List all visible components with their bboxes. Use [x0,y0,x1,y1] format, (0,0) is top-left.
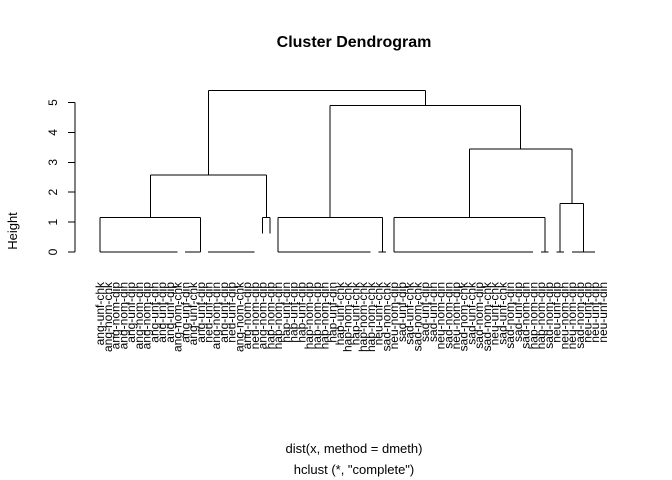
leaf-label: ang-unf-dip [163,282,177,343]
leaf-label: ang-unf-dip [217,282,231,343]
leaf-label: hap-nom-chk [364,281,378,352]
leaf-label: hap-nom-chk [356,281,370,352]
leaf-label: neu-unf-chk [372,281,386,345]
y-axis: 0 1 2 3 4 5 [46,99,76,255]
y-tick-label: 0 [46,248,60,255]
leaf-label: hap-unf-din [279,282,293,343]
leaf-label: ang-nom-dip [140,282,154,350]
leaf-label: sad-nom-dip [472,282,486,349]
leaf-label: ang-nom-din [116,282,130,349]
leaf-label: sad-nom-chk [457,281,471,351]
leaf-label: ang-nom-chk [232,281,246,352]
leaf-label: sad-nom-din [503,282,517,349]
leaf-label: hap-nom-din [271,282,285,349]
leaf-label: sad-unf-din [426,282,440,342]
leaf-label: ang-unf-din [147,282,161,343]
leaf-label: neu-nom-din [557,282,571,349]
x-axis-label: dist(x, method = dmeth) [286,441,423,456]
method-subtitle: hclust (*, "complete") [294,462,415,477]
leaf-label: hap-unf-chk [333,281,347,345]
leaf-label: neu-unf-dip [225,282,239,343]
leaf-label: sad-unf-dip [511,282,525,342]
leaf-label: ang-nom-din [209,282,223,349]
leaf-label: neu-unf-din [596,282,610,343]
leaf-label: sad-nom-chk [480,281,494,351]
leaf-label: ang-unf-din [178,282,192,343]
leaf-label: ang-unf-dip [155,282,169,343]
leaf-label: hap-unf-dip [287,282,301,343]
leaf-label: sad-unf-chk [464,281,478,345]
leaf-label: neu-unf-chk [488,281,502,345]
leaf-label: neu-nom-dip [387,282,401,350]
leaf-label: sad-nom-din [441,282,455,349]
leaf-label: sad-nom-chk [410,281,424,351]
leaf-label: neu-nom-dip [449,282,463,350]
leaf-label: sad-nom-dip [573,282,587,349]
y-tick-label: 3 [46,159,60,166]
leaf-label: sad-unf-chk [495,281,509,345]
leaf-label: neu-unf-dip [588,282,602,343]
leaf-label: neu-nom-dip [248,282,262,350]
leaf-label: ang-unf-chk [93,281,107,345]
leaf-label: ang-nom-chk [171,281,185,352]
dendrogram-tree [99,90,596,253]
leaf-label: neu-unf-dip [581,282,595,343]
y-tick-label: 2 [46,189,60,196]
leaf-label: sad-nom-din [519,282,533,349]
y-tick-label: 5 [46,99,60,106]
leaf-label: ang-unf-dip [124,282,138,343]
leaf-label: hap-nom-din [526,282,540,349]
leaf-label: ang-nom-chk [101,281,115,352]
leaf-label: sad-unf-dip [418,282,432,342]
leaf-label: sad-nom-chk [379,281,393,351]
chart-title: Cluster Dendrogram [277,34,432,51]
leaf-label: hap-nom-din [318,282,332,349]
leaf-label: ang-nom-din [132,282,146,349]
leaf-label: hap-unf-chk [348,281,362,345]
leaf-label: sad-unf-chk [403,281,417,345]
y-tick-label: 4 [46,129,60,136]
leaf-label: hap-nom-dip [263,282,277,350]
leaf-label: hap-unf-dip [294,282,308,343]
leaf-label: hap-unf-din [325,282,339,343]
leaf-label: ang-nom-dip [256,282,270,350]
leaf-label: neu-nom-din [434,282,448,349]
leaf-label: sad-unf-dip [395,282,409,342]
leaf-label: sad-nom-dip [542,282,556,349]
leaf-label: ang-unf-dip [194,282,208,343]
leaf-label: ang-nom-dip [109,282,123,350]
leaf-label: neu-unf-din [201,282,215,343]
leaf-label: neu-unf-dip [550,282,564,343]
leaf-label: hap-nom-dip [302,282,316,350]
leaf-labels: ang-unf-chkang-nom-chkang-nom-dipang-nom… [93,281,610,352]
leaf-label: hap-nom-dip [310,282,324,350]
leaf-label: neu-nom-dip [565,282,579,350]
y-axis-label: Height [5,212,20,250]
leaf-label: ang-nom-dip [240,282,254,350]
leaf-label: hap-nom-dip [534,282,548,350]
leaf-label: hap-nom-chk [341,281,355,352]
y-tick-label: 1 [46,218,60,225]
leaf-label: ang-unf-chk [186,281,200,345]
